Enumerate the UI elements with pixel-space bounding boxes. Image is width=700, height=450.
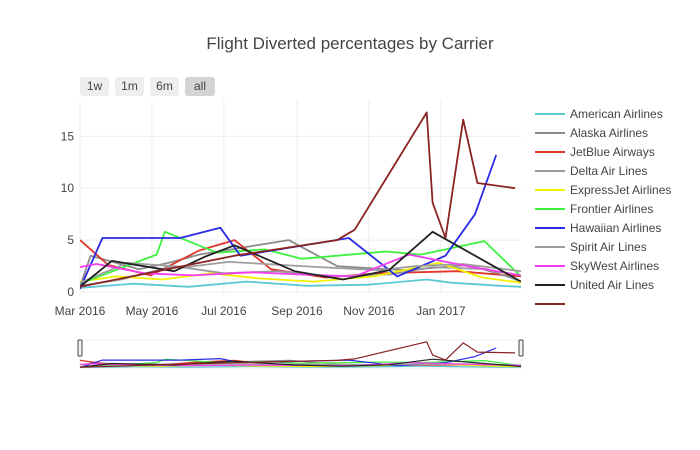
range-button-1m[interactable]: 1m xyxy=(115,77,144,96)
y-tick-label: 15 xyxy=(61,129,75,143)
series-line-4 xyxy=(80,261,521,284)
legend-label: Delta Air Lines xyxy=(570,164,647,178)
legend-item[interactable]: United Air Lines xyxy=(535,278,654,292)
range-slider[interactable] xyxy=(77,339,524,369)
legend-item[interactable]: American Airlines xyxy=(535,107,663,121)
legend-item[interactable]: Frontier Airlines xyxy=(535,202,653,216)
legend-label: Hawaiian Airlines xyxy=(570,221,661,235)
x-tick-label: Jan 2017 xyxy=(416,304,466,318)
legend-label: Alaska Airlines xyxy=(570,126,648,140)
legend-item[interactable]: Hawaiian Airlines xyxy=(535,221,661,235)
range-button-6m[interactable]: 6m xyxy=(150,77,179,96)
y-tick-label: 0 xyxy=(67,285,74,299)
axes: 0 5 10 15 Mar 2016 May 2016 Jul 2016 Sep 2016 No… xyxy=(55,129,466,318)
legend-item[interactable]: JetBlue Airways xyxy=(535,145,655,159)
mini-series-line-10 xyxy=(80,341,516,368)
legend-label: Frontier Airlines xyxy=(570,202,653,216)
legend-label: United Air Lines xyxy=(570,278,654,292)
mini-series-line-0 xyxy=(80,365,521,368)
x-tick-label: Sep 2016 xyxy=(271,304,323,318)
mini-series-line-8 xyxy=(80,361,521,367)
y-tick-label: 5 xyxy=(67,233,74,247)
legend-label: ExpressJet Airlines xyxy=(570,183,671,197)
legend-item[interactable]: Spirit Air Lines xyxy=(535,240,647,254)
x-tick-label: Nov 2016 xyxy=(343,304,395,318)
y-tick-label: 10 xyxy=(61,181,75,195)
grid xyxy=(79,100,521,293)
slider-handle-left[interactable] xyxy=(77,339,83,357)
series-line-10 xyxy=(80,111,516,288)
series-line-7 xyxy=(80,260,521,284)
legend: American Airlines Alaska Airlines JetBlue … xyxy=(535,107,671,305)
legend-label: SkyWest Airlines xyxy=(570,259,659,273)
legend-item[interactable]: Alaska Airlines xyxy=(535,126,648,140)
series-line-0 xyxy=(80,278,521,289)
plot-area xyxy=(80,111,521,290)
legend-label: JetBlue Airways xyxy=(570,145,655,159)
legend-label: Spirit Air Lines xyxy=(570,240,647,254)
legend-item[interactable]: Delta Air Lines xyxy=(535,164,647,178)
legend-item[interactable]: ExpressJet Airlines xyxy=(535,183,671,197)
series-line-5 xyxy=(80,230,521,285)
mini-series-line-9 xyxy=(80,358,521,368)
range-button-1w[interactable]: 1w xyxy=(80,77,109,96)
x-tick-label: Jul 2016 xyxy=(201,304,247,318)
slider-handle-right[interactable] xyxy=(518,339,524,357)
range-button-all[interactable]: all xyxy=(185,77,215,96)
x-tick-label: May 2016 xyxy=(126,304,179,318)
legend-item[interactable]: SkyWest Airlines xyxy=(535,259,659,273)
series-line-8 xyxy=(80,253,521,278)
series-line-9 xyxy=(80,230,521,288)
chart-title: Flight Diverted percentages by Carrier xyxy=(206,34,494,53)
legend-label: American Airlines xyxy=(570,107,663,121)
x-tick-label: Mar 2016 xyxy=(55,304,106,318)
